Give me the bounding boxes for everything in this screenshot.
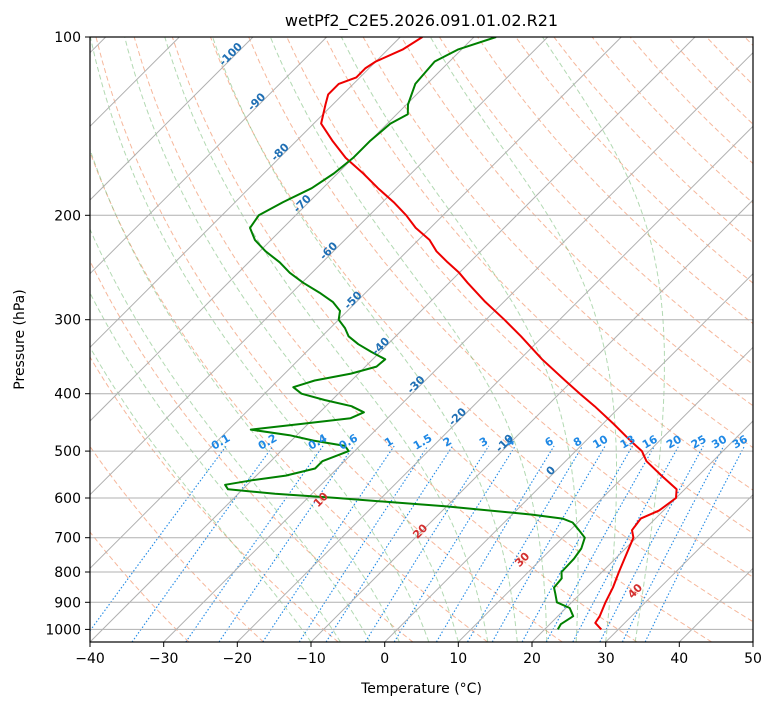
mixing-ratio-line: [435, 445, 555, 642]
moist-adiabat: [542, 37, 666, 642]
mixing-ratio-line: [467, 445, 584, 642]
moist-adiabat: [269, 37, 548, 642]
y-tick-label: 300: [54, 313, 81, 329]
mixing-ratio-line: [364, 445, 490, 642]
isotherm-gridline: [90, 37, 254, 201]
moist-adiabat: [90, 147, 400, 642]
isotherm-gridline: [90, 37, 328, 275]
x-tick-label: 40: [670, 651, 688, 667]
dry-adiabat: [171, 37, 712, 642]
mixing-ratio-line: [298, 445, 429, 642]
moist-adiabat: [90, 291, 341, 642]
dry-adiabat: [210, 37, 753, 623]
dry-adiabat: [90, 445, 264, 642]
dry-adiabat: [90, 150, 488, 642]
mixing-ratio-line: [491, 445, 606, 642]
x-tick-label: 0: [380, 651, 389, 667]
x-tick-label: 30: [597, 651, 615, 667]
moist-adiabat: [212, 37, 518, 642]
dry-adiabat: [515, 37, 753, 284]
dry-adiabat: [90, 531, 190, 642]
isotherm-gridline: [384, 272, 753, 642]
moist-adiabat: [429, 37, 617, 642]
moist-adiabat: [340, 37, 579, 642]
x-axis: −40 −30 −20 −10 0 10 20 30 40 50: [75, 642, 762, 667]
x-tick-label: −20: [223, 651, 253, 667]
isotherm-gridline: [90, 37, 622, 570]
dry-adiabat: [400, 37, 753, 407]
y-axis: 1000 900 800 700 600 500 400 300 200 100: [45, 30, 90, 638]
y-tick-label: 1000: [45, 622, 81, 638]
y-tick-label: 800: [54, 565, 81, 581]
y-axis-label: Pressure (hPa): [12, 289, 28, 389]
isotherm-gridline: [605, 493, 753, 642]
isotherm-gridline: [90, 37, 696, 642]
mixing-ratio-line: [325, 445, 454, 642]
dry-adiabat: [90, 356, 339, 642]
mixing-ratio-line: [90, 445, 227, 632]
y-tick-label: 100: [54, 30, 81, 46]
y-tick-label: 400: [54, 387, 81, 403]
mixing-ratio-line: [572, 445, 680, 642]
mixing-ratio-line: [262, 445, 395, 642]
dry-adiabat: [133, 37, 638, 642]
y-tick-label: 600: [54, 491, 81, 507]
x-tick-label: 20: [523, 651, 541, 667]
y-tick-label: 500: [54, 444, 81, 460]
isotherm-gridline: [310, 199, 753, 642]
dry-adiabat: [95, 37, 563, 642]
moist-adiabat: [124, 37, 459, 642]
chart-title: wetPf2_C2E5.2026.091.01.02.R21: [285, 11, 558, 31]
isotherm-gridline: [752, 641, 753, 642]
x-tick-label: 10: [449, 651, 467, 667]
x-tick-label: −10: [296, 651, 326, 667]
mixing-ratio-line: [644, 445, 746, 642]
y-tick-label: 900: [54, 595, 81, 611]
isotherm-gridline: [236, 125, 753, 642]
x-tick-label: 50: [744, 651, 762, 667]
mixing-ratio-line: [521, 445, 633, 642]
moist-adiabats: [90, 37, 666, 642]
temperature-profile-line: [320, 37, 678, 631]
mixing-ratio-line: [545, 445, 656, 642]
profile-series: [224, 37, 678, 631]
dry-adiabat: [324, 37, 753, 491]
moist-adiabat: [90, 228, 371, 642]
y-tick-label: 700: [54, 531, 81, 547]
dry-adiabat: [248, 37, 753, 578]
plot-area: 0.1 0.2 0.4 0.6 1 1.5 2 3 4 6 8 10 13 16 20 25 30 36-100-…: [90, 37, 753, 642]
isotherm-gridline: [90, 37, 549, 496]
dewpoint-profile-line: [224, 37, 586, 630]
dry-adiabats: [90, 37, 753, 642]
y-tick-label: 200: [54, 208, 81, 224]
moist-adiabat: [164, 37, 489, 642]
dry-adiabat: [438, 37, 753, 366]
moist-adiabat: [90, 37, 430, 642]
isotherm-gridline: [90, 37, 401, 349]
isotherm-gridline: [163, 51, 753, 642]
mixing-ratio-line: [218, 445, 355, 642]
mixing-ratio-line: [185, 445, 324, 642]
isotherm-gridline: [457, 346, 753, 642]
plot-frame: [89, 36, 754, 643]
x-tick-label: −40: [75, 651, 105, 667]
x-tick-label: −30: [149, 651, 179, 667]
x-axis-label: Temperature (°C): [360, 681, 482, 697]
